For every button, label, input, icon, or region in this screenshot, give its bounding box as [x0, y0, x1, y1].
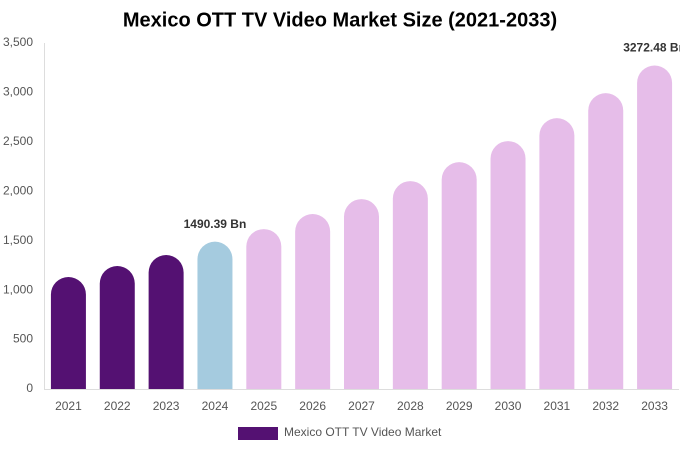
y-tick-label: 1,500: [3, 233, 33, 247]
bar: [197, 241, 233, 389]
value-label: 1490.39 Bn: [184, 217, 247, 231]
value-label: 3272.48 Bn: [623, 41, 680, 55]
y-tick-label: 3,500: [3, 35, 33, 49]
bar: [637, 65, 673, 390]
legend-label: Mexico OTT TV Video Market: [284, 425, 442, 439]
x-tick-label: 2023: [153, 399, 180, 413]
y-tick-label: 2,000: [3, 183, 33, 197]
bar: [50, 276, 86, 389]
y-tick-label: 1,000: [3, 282, 33, 296]
x-tick-label: 2031: [544, 399, 571, 413]
x-tick-label: 2024: [202, 399, 229, 413]
y-tick-label: 2,500: [3, 134, 33, 148]
y-tick-label: 0: [26, 381, 33, 395]
x-tick-label: 2027: [348, 399, 375, 413]
x-tick-label: 2021: [55, 399, 82, 413]
x-tick-label: 2026: [299, 399, 326, 413]
bar: [539, 118, 575, 390]
x-tick-label: 2032: [592, 399, 619, 413]
x-tick-label: 2025: [250, 399, 277, 413]
y-tick-label: 500: [13, 332, 33, 346]
x-tick-label: 2022: [104, 399, 131, 413]
bar: [295, 214, 331, 389]
chart-title: Mexico OTT TV Video Market Size (2021-20…: [123, 9, 557, 31]
bar: [99, 266, 135, 389]
bar: [344, 199, 379, 389]
x-tick-label: 2033: [641, 399, 668, 413]
bar: [490, 141, 526, 389]
y-tick-label: 3,000: [3, 85, 33, 99]
bar: [148, 255, 184, 389]
bar: [392, 181, 428, 389]
x-tick-label: 2028: [397, 399, 424, 413]
bar: [246, 229, 282, 389]
bar: [588, 93, 624, 389]
x-tick-label: 2029: [446, 399, 473, 413]
bar: [441, 162, 477, 389]
legend-swatch: [238, 427, 278, 440]
x-tick-label: 2030: [495, 399, 522, 413]
